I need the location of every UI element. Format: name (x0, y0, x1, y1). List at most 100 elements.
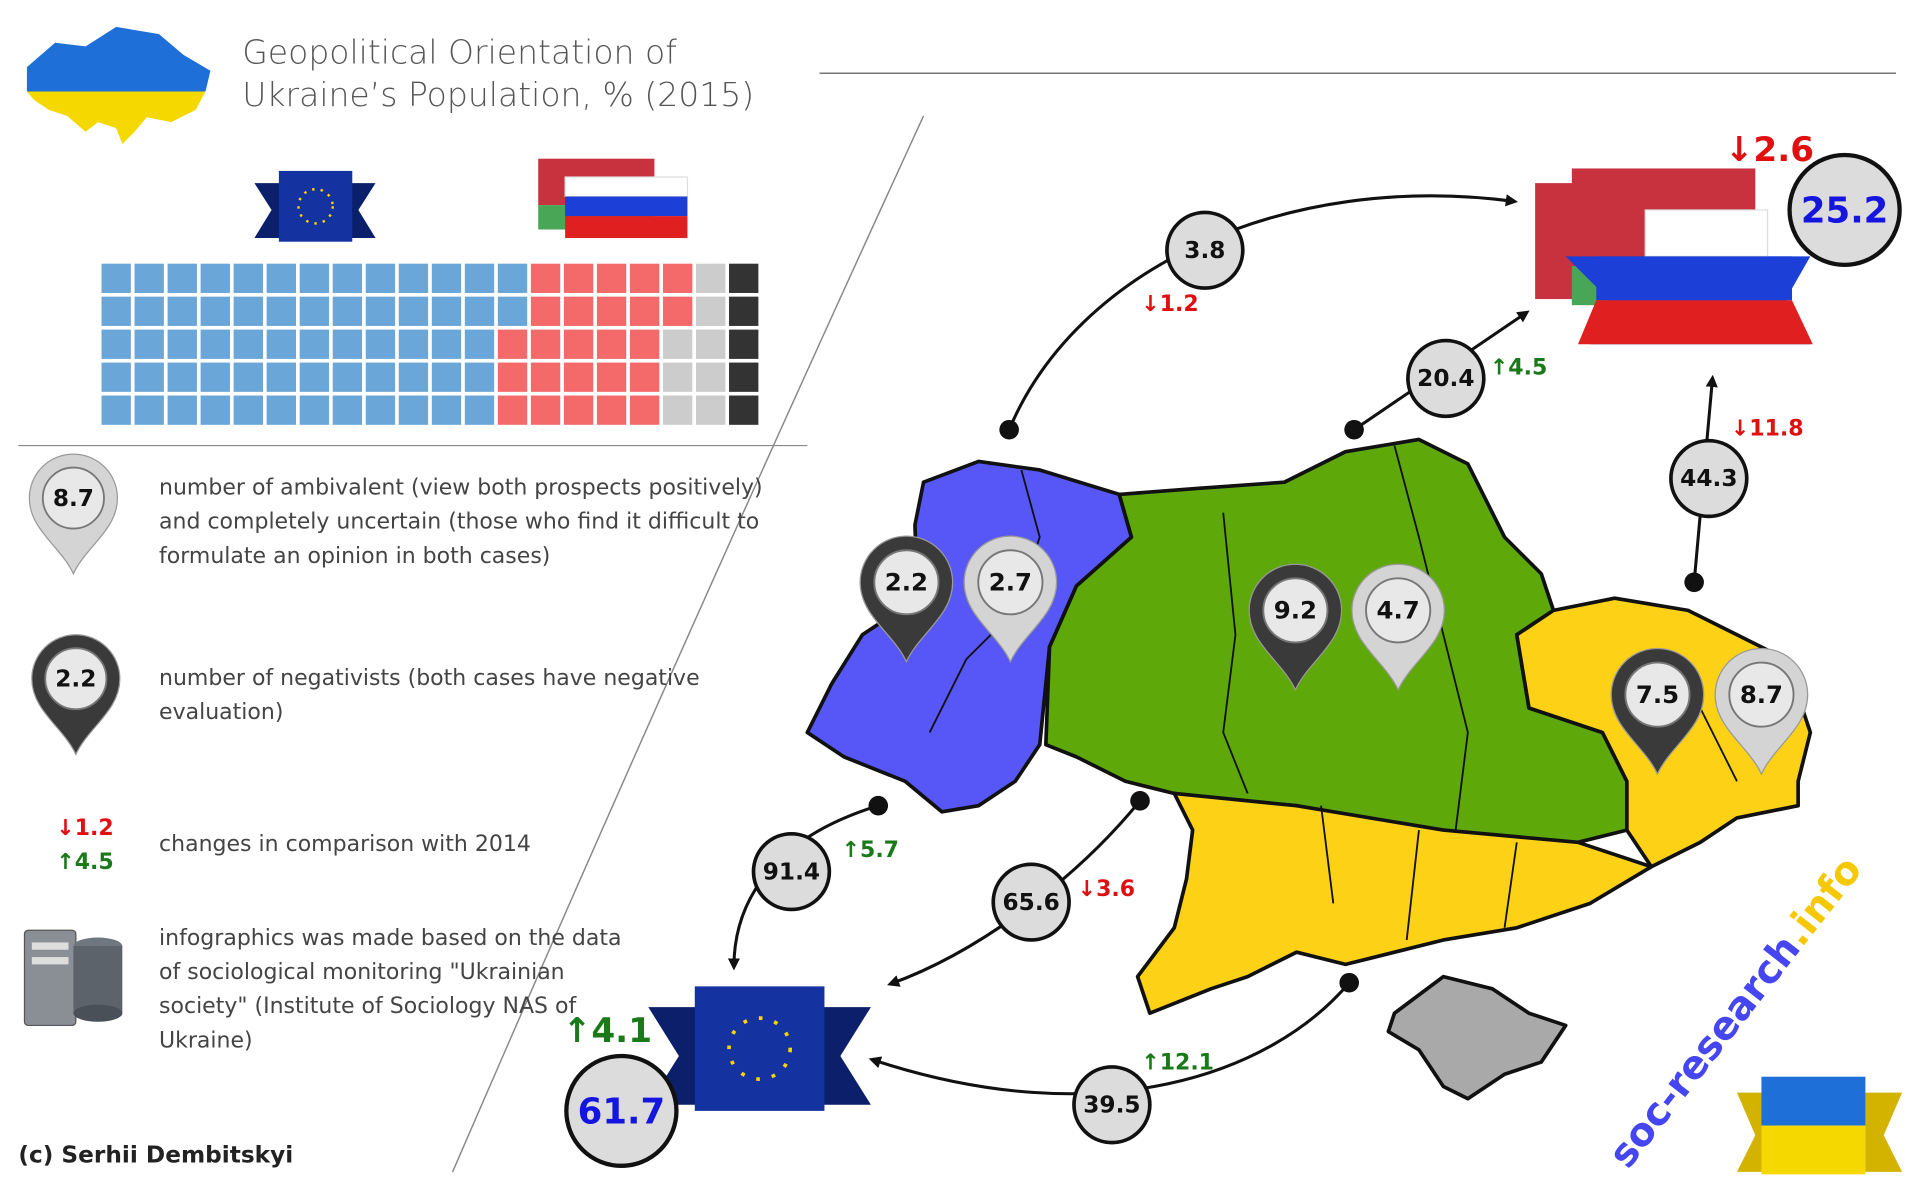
waffle-cell (332, 362, 363, 392)
waffle-cell (729, 263, 759, 293)
legend: 8.7 2.2 ↓1.2 ↑4.5 (28, 453, 121, 875)
waffle-cell (233, 263, 263, 293)
waffle-cell (530, 263, 561, 293)
waffle-cell (530, 395, 561, 425)
waffle-cell (101, 362, 131, 392)
waffle-cell (431, 329, 462, 359)
legend-text: number of ambivalent (view both prospect… (159, 474, 763, 569)
waffle-cell (299, 263, 330, 293)
result-circle (564, 1053, 679, 1168)
pin: 8.7 (28, 453, 119, 576)
waffle-cell (464, 263, 495, 293)
waffle-cell (299, 329, 330, 359)
waffle-cell (266, 296, 297, 326)
flow-circle (1165, 210, 1245, 290)
waffle-cell (101, 263, 131, 293)
ru-ribbon-small (538, 158, 689, 239)
waffle-cell (266, 362, 297, 392)
pin-face (1365, 577, 1432, 644)
waffle-cell (563, 263, 594, 293)
waffle-cell (497, 395, 528, 425)
waffle-cell (233, 395, 263, 425)
waffle-cell (398, 395, 429, 425)
waffle-cell (365, 362, 396, 392)
waffle-cell (431, 362, 462, 392)
waffle-cell (431, 296, 462, 326)
waffle-cell (563, 329, 594, 359)
legend-change: ↑4.5 (56, 850, 113, 875)
flow-change: ↓3.6 (1078, 877, 1135, 902)
waffle-cell (696, 296, 726, 326)
waffle-cell (365, 395, 396, 425)
waffle-cell (134, 296, 164, 326)
pin-value: 2.2 (885, 568, 928, 597)
legend-change: ↓1.2 (56, 816, 113, 841)
waffle-cell (464, 329, 495, 359)
eu-ribbon-small (254, 170, 376, 242)
legend-text-box: number of ambivalent (view both prospect… (159, 474, 763, 569)
pin: 7.5 (1610, 647, 1705, 776)
pin-face (41, 466, 105, 530)
result-circle (1787, 152, 1902, 268)
eu-ribbon (648, 986, 871, 1111)
waffle-cell (596, 329, 627, 359)
title-box: Geopolitical Orientation of Ukraine’s Po… (242, 34, 755, 115)
waffle-cell (299, 362, 330, 392)
waffle-rest (662, 263, 759, 425)
pin: 8.7 (1714, 647, 1809, 776)
flow-change: ↓11.8 (1731, 417, 1804, 442)
waffle-cell (299, 296, 330, 326)
waffle-cell (431, 263, 462, 293)
waffle-cell (365, 329, 396, 359)
waffle-cell (497, 296, 528, 326)
waffle-cell (629, 362, 660, 392)
waffle-cell (200, 362, 230, 392)
waffle-cell (167, 296, 197, 326)
result-value: 61.7 (578, 1091, 665, 1132)
waffle-cell (167, 395, 197, 425)
waffle-cell (134, 362, 164, 392)
ua-ribbon (1736, 1076, 1903, 1175)
waffle-cell (266, 329, 297, 359)
result-change: ↓2.6 (1725, 130, 1814, 170)
waffle-cell (662, 296, 693, 326)
pin-face (977, 549, 1044, 616)
flow-value: 39.5 (1083, 1092, 1140, 1119)
legend-text-box: infographics was made based on the data … (159, 925, 622, 1054)
waffle-cell (398, 263, 429, 293)
legend-text: infographics was made based on the data … (159, 925, 622, 1054)
waffle-cell (563, 395, 594, 425)
waffle (101, 263, 759, 425)
waffle-cell (365, 296, 396, 326)
waffle-cell (696, 362, 726, 392)
waffle-cell (497, 362, 528, 392)
pin-face (873, 549, 940, 616)
legend-text-box: changes in comparison with 2014 (159, 831, 531, 857)
waffle-cell (596, 296, 627, 326)
waffle-cell (332, 395, 363, 425)
waffle-cell (530, 329, 561, 359)
flow-change: ↓1.2 (1141, 292, 1198, 317)
pin-value: 4.7 (1377, 596, 1420, 625)
waffle-cell (134, 395, 164, 425)
waffle-cell (134, 329, 164, 359)
waffle-cell (464, 395, 495, 425)
pin-value: 2.7 (989, 568, 1032, 597)
pin-value: 8.7 (53, 485, 94, 512)
flow-circle (751, 831, 832, 912)
pin: 2.2 (31, 634, 121, 756)
waffle-russia (497, 263, 693, 425)
waffle-cell (167, 362, 197, 392)
waffle-cell (530, 296, 561, 326)
waffle-cell (662, 329, 693, 359)
waffle-cell (101, 296, 131, 326)
flow-circle (1669, 438, 1749, 519)
title: Geopolitical Orientation of Ukraine’s Po… (242, 34, 755, 115)
ru-ribbon (1535, 168, 1813, 345)
flow-circle (991, 862, 1071, 942)
pin-value: 9.2 (1274, 596, 1317, 625)
waffle-cell (200, 296, 230, 326)
legend-text: number of negativists (both cases have n… (159, 665, 700, 726)
pin-value: 2.2 (55, 665, 96, 692)
